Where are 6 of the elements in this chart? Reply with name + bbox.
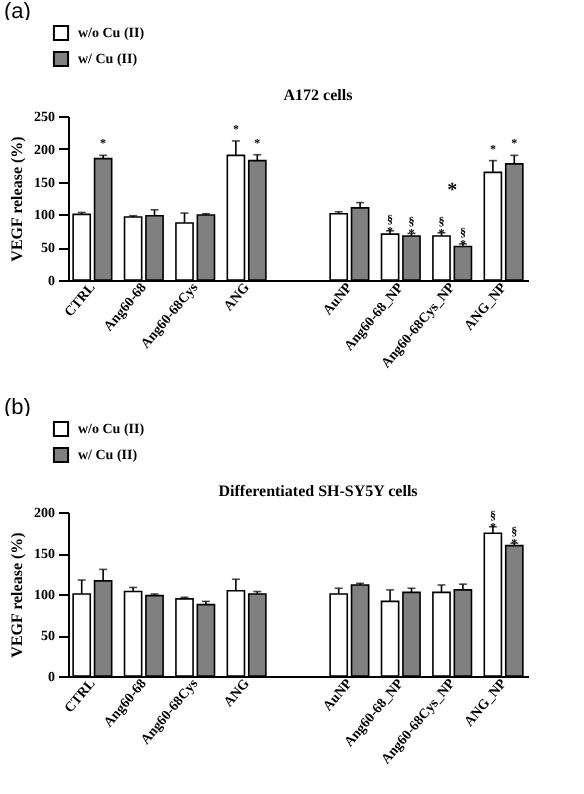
- chart-title: A172 cells: [283, 86, 353, 104]
- y-axis-title: VEGF release (%): [8, 135, 26, 262]
- y-axis-title: VEGF release (%): [8, 531, 26, 658]
- text: (b): [4, 396, 31, 420]
- annotation: *: [447, 180, 458, 203]
- chart-title: Differentiated SH-SY5Y cells: [218, 482, 418, 500]
